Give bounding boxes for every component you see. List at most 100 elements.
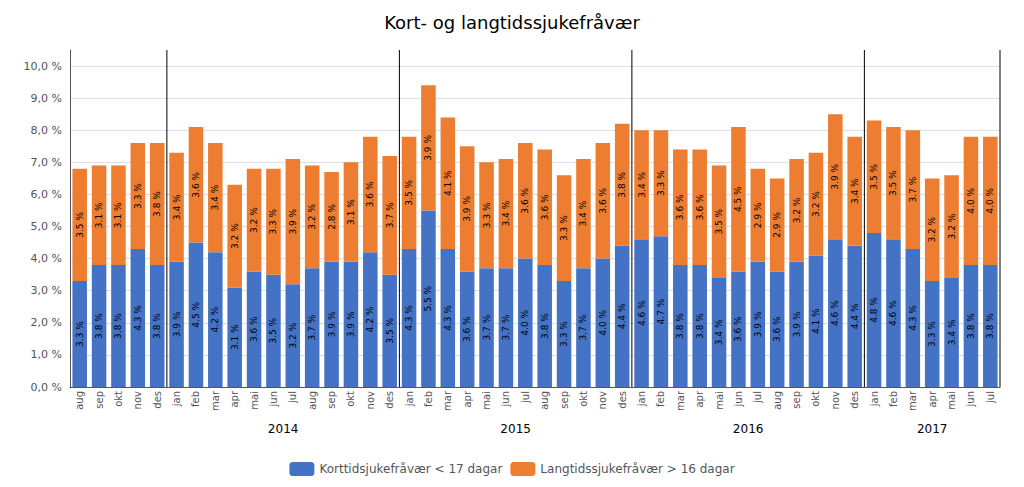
svg-text:3.6 %: 3.6 % <box>520 188 530 214</box>
svg-text:sep: sep <box>559 391 570 409</box>
svg-text:1,0 %: 1,0 % <box>31 348 62 361</box>
svg-text:3.8 %: 3.8 % <box>695 313 705 339</box>
svg-text:5.5 %: 5.5 % <box>423 285 433 311</box>
svg-text:3.4 %: 3.4 % <box>637 171 647 197</box>
svg-text:4.5 %: 4.5 % <box>191 301 201 327</box>
svg-text:des: des <box>384 391 395 409</box>
svg-text:aug: aug <box>307 391 318 410</box>
svg-text:2.9 %: 2.9 % <box>772 212 782 238</box>
svg-text:3.6 %: 3.6 % <box>249 316 259 342</box>
svg-text:mai: mai <box>249 391 260 410</box>
svg-text:2015: 2015 <box>500 422 531 436</box>
svg-text:jul: jul <box>520 391 531 404</box>
svg-text:3.8 %: 3.8 % <box>152 191 162 217</box>
svg-text:3.4 %: 3.4 % <box>172 194 182 220</box>
svg-text:3.2 %: 3.2 % <box>307 204 317 230</box>
svg-text:aug: aug <box>539 391 550 410</box>
svg-text:des: des <box>617 391 628 409</box>
svg-text:2,0 %: 2,0 % <box>31 316 62 329</box>
svg-text:4.0 %: 4.0 % <box>520 310 530 336</box>
svg-text:3.1 %: 3.1 % <box>230 324 240 350</box>
svg-text:3.9 %: 3.9 % <box>830 163 840 189</box>
svg-text:3.1 %: 3.1 % <box>94 202 104 228</box>
svg-text:4.4 %: 4.4 % <box>617 303 627 329</box>
svg-text:3.3 %: 3.3 % <box>133 183 143 209</box>
svg-text:2.8 %: 2.8 % <box>327 204 337 230</box>
svg-text:4.7 %: 4.7 % <box>656 298 666 324</box>
svg-text:3.3 %: 3.3 % <box>559 321 569 347</box>
svg-text:5,0 %: 5,0 % <box>31 220 62 233</box>
svg-text:apr: apr <box>694 390 705 407</box>
svg-text:4.3 %: 4.3 % <box>404 305 414 331</box>
svg-text:mar: mar <box>675 390 686 411</box>
svg-text:apr: apr <box>229 390 240 407</box>
svg-text:3.6 %: 3.6 % <box>365 181 375 207</box>
svg-text:3.9 %: 3.9 % <box>462 196 472 222</box>
svg-text:4.0 %: 4.0 % <box>966 188 976 214</box>
svg-text:Kort- og langtidssjukefråvær: Kort- og langtidssjukefråvær <box>384 12 640 33</box>
svg-text:sep: sep <box>791 391 802 409</box>
svg-text:jun: jun <box>268 391 279 407</box>
svg-text:3.3 %: 3.3 % <box>656 170 666 196</box>
svg-text:4.1 %: 4.1 % <box>811 308 821 334</box>
svg-text:feb: feb <box>190 391 201 407</box>
svg-text:3.9 %: 3.9 % <box>172 311 182 337</box>
svg-text:3.8 %: 3.8 % <box>94 313 104 339</box>
svg-text:3.4 %: 3.4 % <box>947 319 957 345</box>
svg-text:3.9 %: 3.9 % <box>327 311 337 337</box>
svg-text:4.3 %: 4.3 % <box>908 305 918 331</box>
svg-text:jan: jan <box>869 391 880 407</box>
svg-text:3.7 %: 3.7 % <box>908 176 918 202</box>
svg-text:3.5 %: 3.5 % <box>385 318 395 344</box>
svg-text:aug: aug <box>74 391 85 410</box>
svg-text:nov: nov <box>365 391 376 409</box>
svg-text:3.8 %: 3.8 % <box>113 313 123 339</box>
svg-text:mar: mar <box>907 390 918 411</box>
svg-text:3.9 %: 3.9 % <box>792 311 802 337</box>
svg-text:3.6 %: 3.6 % <box>733 316 743 342</box>
svg-text:3.6 %: 3.6 % <box>695 194 705 220</box>
svg-text:3.3 %: 3.3 % <box>927 321 937 347</box>
svg-text:4.6 %: 4.6 % <box>637 300 647 326</box>
svg-text:3.6 %: 3.6 % <box>462 316 472 342</box>
svg-text:feb: feb <box>655 391 666 407</box>
svg-text:3.9 %: 3.9 % <box>753 311 763 337</box>
svg-text:mar: mar <box>210 390 221 411</box>
svg-text:2016: 2016 <box>733 422 764 436</box>
svg-text:feb: feb <box>423 391 434 407</box>
svg-text:3.3 %: 3.3 % <box>75 321 85 347</box>
svg-text:3.6 %: 3.6 % <box>772 316 782 342</box>
svg-text:feb: feb <box>888 391 899 407</box>
svg-text:3.6 %: 3.6 % <box>191 171 201 197</box>
svg-text:4.8 %: 4.8 % <box>869 297 879 323</box>
svg-text:sep: sep <box>94 391 105 409</box>
svg-text:3.5 %: 3.5 % <box>404 180 414 206</box>
svg-text:4.0 %: 4.0 % <box>598 310 608 336</box>
svg-text:3.6 %: 3.6 % <box>598 188 608 214</box>
svg-text:3.4 %: 3.4 % <box>850 178 860 204</box>
svg-text:3.4 %: 3.4 % <box>578 200 588 226</box>
svg-text:3.1 %: 3.1 % <box>346 199 356 225</box>
svg-text:3.5 %: 3.5 % <box>888 170 898 196</box>
svg-text:jul: jul <box>287 391 298 404</box>
svg-text:3.8 %: 3.8 % <box>675 313 685 339</box>
svg-text:jan: jan <box>636 391 647 407</box>
svg-text:4.0 %: 4.0 % <box>985 188 995 214</box>
svg-text:des: des <box>849 391 860 409</box>
svg-text:3.8 %: 3.8 % <box>966 313 976 339</box>
svg-text:sep: sep <box>326 391 337 409</box>
svg-text:3.8 %: 3.8 % <box>152 313 162 339</box>
svg-text:okt: okt <box>345 391 356 407</box>
svg-text:3.7 %: 3.7 % <box>501 314 511 340</box>
svg-text:jun: jun <box>733 391 744 407</box>
svg-text:3.7 %: 3.7 % <box>385 202 395 228</box>
svg-text:4.3 %: 4.3 % <box>133 305 143 331</box>
svg-text:3.3 %: 3.3 % <box>559 215 569 241</box>
svg-text:3.4 %: 3.4 % <box>501 200 511 226</box>
svg-text:3.9 %: 3.9 % <box>288 208 298 234</box>
svg-text:3.6 %: 3.6 % <box>540 194 550 220</box>
svg-text:2014: 2014 <box>268 422 299 436</box>
svg-text:apr: apr <box>927 390 938 407</box>
svg-text:4.2 %: 4.2 % <box>365 306 375 332</box>
svg-text:3.2 %: 3.2 % <box>792 197 802 223</box>
